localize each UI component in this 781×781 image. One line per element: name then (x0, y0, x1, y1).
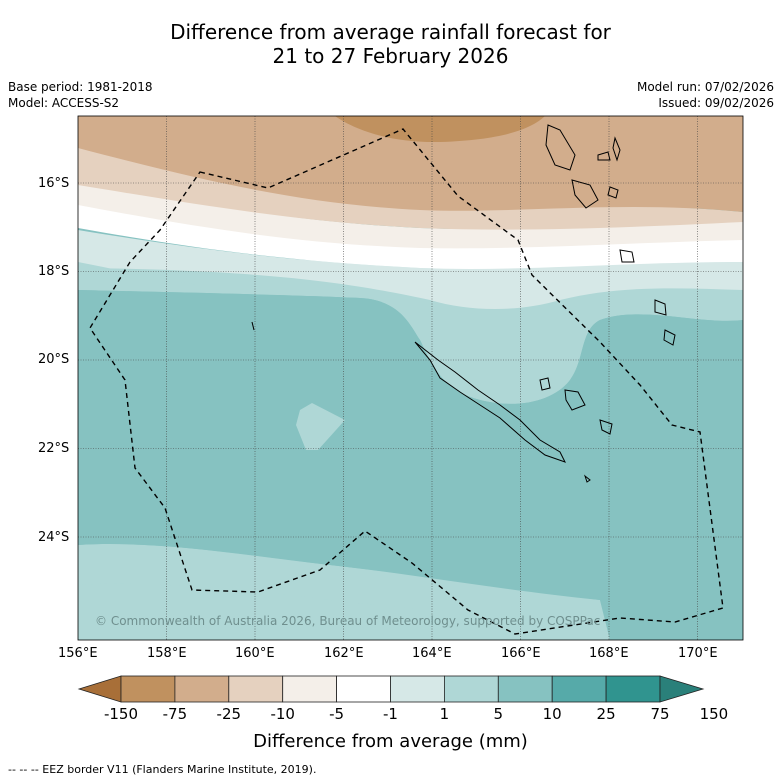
issued-date: Issued: 09/02/2026 (658, 96, 774, 110)
vanuatu-island-2 (597, 151, 611, 161)
colorbar-tick-label: 25 (596, 705, 616, 723)
base-period: Base period: 1981-2018 (8, 80, 153, 94)
vanuatu-tanna-island (619, 249, 635, 263)
loyalty-island-lifou (564, 389, 586, 411)
vanuatu-santo-island (545, 124, 576, 171)
colorbar-tick-label: -75 (162, 705, 188, 723)
title-line-2: 21 to 27 February 2026 (272, 44, 509, 68)
isle-of-pines (583, 474, 591, 483)
hunter-island (663, 329, 676, 346)
anomaly-band-1-5 (78, 230, 743, 309)
lon-label-162e: 162°E (324, 646, 364, 661)
colorbar-tick-label: 75 (650, 705, 670, 723)
land-outlines (251, 124, 676, 483)
anomaly-band-10-25-core (78, 275, 743, 640)
lon-label-160e: 160°E (235, 646, 275, 661)
colorbar-cell (174, 675, 230, 703)
colorbar-extend-left (77, 675, 122, 703)
model-run: Model run: 07/02/2026 (636, 80, 774, 94)
lat-label-18s: 18°S (38, 264, 70, 279)
loyalty-island-mare (599, 419, 613, 435)
colorbar-cell (336, 675, 391, 703)
anomaly-band-minus5-minus1 (78, 180, 743, 249)
anomaly-band-minus10-minus5 (78, 145, 743, 230)
map-frame (77, 115, 744, 641)
colorbar-cell (443, 675, 499, 703)
colorbar-cell (390, 675, 445, 703)
new-caledonia-island (414, 341, 566, 463)
model-name: Model: ACCESS-S2 (8, 96, 120, 110)
anomaly-patch-5-10 (296, 403, 345, 450)
colorbar-title: Difference from average (mm) (253, 731, 528, 752)
colorbar-tick-label: 5 (493, 705, 504, 723)
colorbar-tick-label: 10 (542, 705, 562, 723)
lon-label-164e: 164°E (412, 646, 452, 661)
graticule (78, 116, 743, 640)
anomaly-band-5-10-west (78, 262, 200, 285)
colorbar-cell (228, 675, 284, 703)
colorbar-cell (120, 675, 176, 703)
colorbar-tick-label: 1 (439, 705, 450, 723)
colorbar-cell (605, 675, 661, 703)
colorbar (77, 675, 705, 703)
chesterfield-islet (251, 321, 255, 331)
colorbar-tick-label: -5 (329, 705, 345, 723)
colorbar-cell (551, 675, 607, 703)
eez-legend-note: -- -- -- EEZ border V11 (Flanders Marine… (8, 763, 317, 776)
colorbar-cell (282, 675, 338, 703)
lon-label-170e: 170°E (678, 646, 718, 661)
anomaly-band-minus25-minus10 (78, 116, 743, 212)
title-line-1: Difference from average rainfall forecas… (170, 20, 611, 44)
colorbar-extend-right (659, 675, 705, 703)
lat-label-20s: 20°S (38, 352, 70, 367)
rainfall-map (78, 116, 743, 640)
colorbar-cell (497, 675, 553, 703)
lon-label-156e: 156°E (58, 646, 98, 661)
anomaly-band-5-10-south-inner (78, 583, 560, 640)
colorbar-tick-label: -1 (383, 705, 398, 723)
lon-label-166e: 166°E (501, 646, 541, 661)
colorbar-tick-label: -10 (270, 705, 295, 723)
lat-label-24s: 24°S (38, 530, 70, 545)
colorbar-tick-label: 150 (699, 705, 729, 723)
lat-label-16s: 16°S (38, 176, 70, 191)
loyalty-island-ouvea (539, 377, 551, 391)
copyright-notice: © Commonwealth of Australia 2026, Bureau… (95, 614, 601, 628)
lon-label-168e: 168°E (589, 646, 629, 661)
vanuatu-island-5 (607, 186, 619, 199)
vanuatu-malakula-island (571, 179, 599, 209)
colorbar-tick-label: -150 (103, 705, 139, 723)
vanuatu-island-3 (612, 136, 621, 162)
matthew-island (654, 299, 667, 316)
lon-label-158e: 158°E (147, 646, 187, 661)
anomaly-band-neutral (78, 200, 743, 269)
lat-label-22s: 22°S (38, 441, 70, 456)
eez-border-line (89, 128, 724, 635)
colorbar-tick-label: -25 (216, 705, 242, 723)
